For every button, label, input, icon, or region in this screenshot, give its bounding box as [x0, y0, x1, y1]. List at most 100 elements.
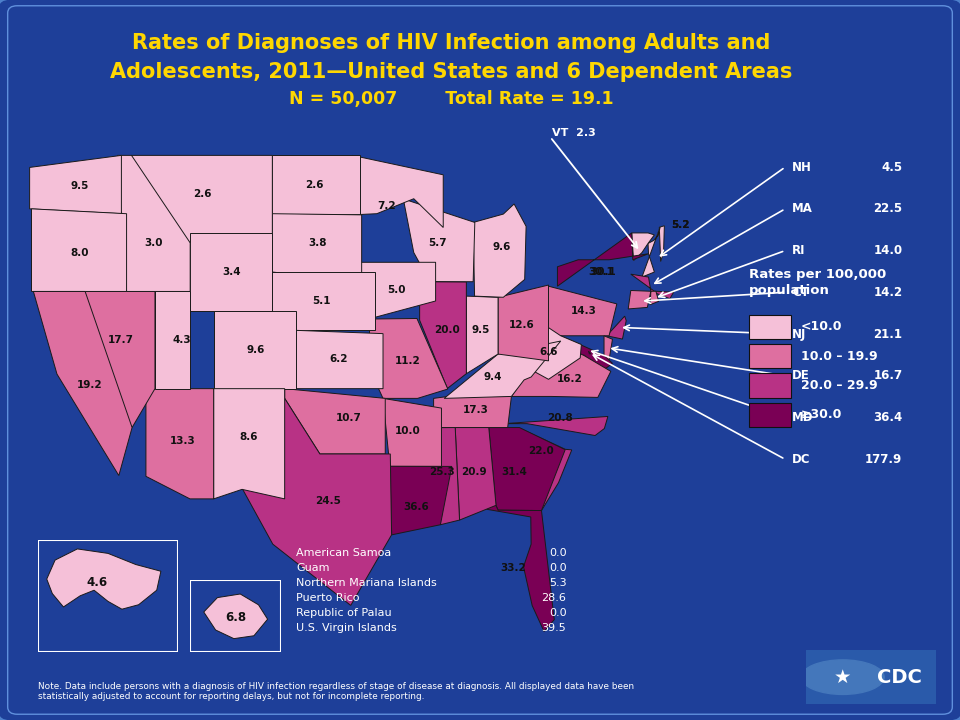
Text: 21.1: 21.1 [874, 328, 902, 341]
Polygon shape [390, 467, 452, 535]
Text: 17.7: 17.7 [108, 335, 133, 345]
Text: 14.3: 14.3 [571, 306, 597, 316]
Polygon shape [512, 341, 611, 397]
Text: MA: MA [792, 202, 813, 215]
Polygon shape [632, 233, 655, 261]
Text: 22.0: 22.0 [528, 446, 553, 456]
Polygon shape [273, 272, 375, 330]
Polygon shape [489, 428, 565, 510]
Polygon shape [273, 214, 362, 282]
Polygon shape [498, 285, 548, 361]
Text: 7.2: 7.2 [377, 201, 396, 211]
Text: <10.0: <10.0 [801, 320, 842, 333]
Polygon shape [34, 292, 132, 475]
Text: American Samoa: American Samoa [297, 548, 392, 558]
Text: 20.0 – 29.9: 20.0 – 29.9 [801, 379, 877, 392]
Polygon shape [434, 395, 512, 428]
Polygon shape [523, 318, 582, 379]
Text: 33.2: 33.2 [501, 562, 526, 572]
Text: Note. Data include persons with a diagnosis of HIV infection regardless of stage: Note. Data include persons with a diagno… [38, 682, 635, 701]
Bar [749, 315, 791, 339]
Polygon shape [473, 204, 526, 297]
Text: 8.0: 8.0 [70, 248, 88, 258]
Text: CDC: CDC [877, 667, 923, 687]
Polygon shape [214, 311, 296, 389]
Text: DC: DC [792, 453, 810, 466]
Text: 4.6: 4.6 [86, 576, 108, 589]
Text: MD: MD [792, 411, 813, 424]
Text: 9.5: 9.5 [471, 325, 490, 336]
Polygon shape [30, 156, 121, 214]
Polygon shape [604, 336, 612, 361]
Polygon shape [359, 262, 436, 319]
Polygon shape [370, 318, 447, 398]
Text: 5.3: 5.3 [549, 578, 566, 588]
Polygon shape [117, 156, 190, 292]
Text: Rates of Diagnoses of HIV Infection among Adults and: Rates of Diagnoses of HIV Infection amon… [132, 33, 770, 53]
Text: 6.2: 6.2 [329, 354, 348, 364]
Text: 20.0: 20.0 [434, 325, 460, 336]
Polygon shape [628, 290, 651, 309]
Text: 0.0: 0.0 [549, 608, 566, 618]
Text: 14.2: 14.2 [874, 286, 902, 299]
Text: 5.2: 5.2 [671, 220, 689, 230]
Polygon shape [420, 282, 467, 389]
Text: 13.3: 13.3 [170, 436, 196, 446]
Text: 6.6: 6.6 [540, 347, 558, 356]
Text: 16.7: 16.7 [874, 369, 902, 382]
Text: 4.3: 4.3 [172, 335, 191, 345]
Polygon shape [242, 398, 392, 606]
Text: 3.4: 3.4 [223, 267, 241, 277]
Text: 2.6: 2.6 [304, 179, 324, 189]
Text: 5.2: 5.2 [671, 220, 689, 230]
Polygon shape [285, 389, 385, 454]
Polygon shape [467, 296, 498, 374]
Text: CT: CT [792, 286, 809, 299]
Polygon shape [403, 199, 475, 282]
Polygon shape [558, 233, 649, 287]
Text: 24.5: 24.5 [315, 496, 341, 506]
Text: ≥30.0: ≥30.0 [801, 408, 842, 421]
Text: 28.6: 28.6 [541, 593, 566, 603]
Circle shape [802, 660, 884, 694]
Polygon shape [504, 416, 608, 436]
Polygon shape [642, 227, 660, 277]
Polygon shape [273, 156, 360, 214]
Polygon shape [418, 428, 460, 525]
Polygon shape [214, 389, 285, 499]
Polygon shape [465, 505, 554, 631]
Text: Guam: Guam [297, 563, 330, 573]
Text: 30.1: 30.1 [589, 267, 615, 277]
Text: 8.6: 8.6 [239, 432, 257, 442]
Text: 31.4: 31.4 [502, 467, 528, 477]
Text: 11.2: 11.2 [395, 356, 420, 366]
Text: 36.6: 36.6 [403, 503, 429, 512]
Polygon shape [660, 226, 664, 261]
Text: 10.7: 10.7 [336, 413, 362, 423]
Text: 20.9: 20.9 [461, 467, 487, 477]
Polygon shape [204, 594, 268, 639]
Text: 0.0: 0.0 [549, 548, 566, 558]
Polygon shape [650, 292, 659, 305]
Text: 9.6: 9.6 [492, 242, 511, 252]
Polygon shape [146, 389, 214, 499]
Text: 10.0 – 19.9: 10.0 – 19.9 [801, 350, 877, 363]
Text: NJ: NJ [792, 328, 806, 341]
Text: 0.0: 0.0 [549, 563, 566, 573]
Polygon shape [383, 398, 442, 467]
Text: 19.2: 19.2 [77, 379, 103, 390]
Polygon shape [132, 156, 273, 243]
Polygon shape [296, 330, 383, 389]
Polygon shape [631, 274, 674, 299]
Polygon shape [155, 292, 190, 389]
Text: Republic of Palau: Republic of Palau [297, 608, 392, 618]
Bar [749, 344, 791, 368]
Polygon shape [47, 549, 161, 609]
Text: Northern Mariana Islands: Northern Mariana Islands [297, 578, 437, 588]
Polygon shape [561, 336, 612, 372]
Polygon shape [32, 209, 127, 292]
Text: 2.6: 2.6 [193, 189, 212, 199]
Text: 20.8: 20.8 [547, 413, 573, 423]
Bar [749, 374, 791, 397]
Polygon shape [588, 351, 591, 354]
